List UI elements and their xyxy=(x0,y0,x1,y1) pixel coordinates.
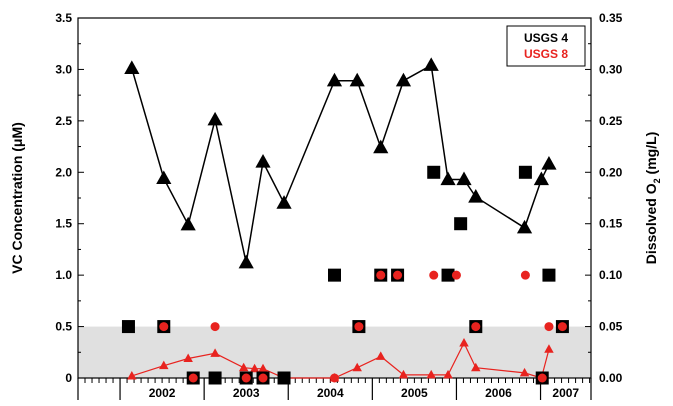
y-left-tick-label: 3.5 xyxy=(55,11,72,25)
circle-marker xyxy=(429,270,439,280)
y-left-tick-label: 3.0 xyxy=(55,62,72,76)
triangle-marker xyxy=(238,362,249,372)
triangle-marker xyxy=(210,348,220,357)
legend: USGS 4 USGS 8 xyxy=(506,25,586,67)
triangle-marker xyxy=(352,362,362,372)
y-right-tick-label: 0.35 xyxy=(599,11,623,25)
triangle-marker xyxy=(207,111,223,126)
triangle-marker xyxy=(349,72,365,87)
square-marker xyxy=(441,268,455,282)
y-right-tick-label: 0.10 xyxy=(599,268,623,282)
series-line xyxy=(131,64,550,263)
y-left-tick-label: 1.0 xyxy=(55,268,72,282)
circle-marker xyxy=(544,322,554,332)
triangle-marker xyxy=(440,171,456,186)
legend-entry: USGS 8 xyxy=(524,47,568,61)
y-right-tick-label: 0.05 xyxy=(599,320,623,334)
triangle-marker xyxy=(326,72,343,87)
triangle-marker xyxy=(258,363,268,373)
triangle-marker xyxy=(471,362,481,372)
plot-area xyxy=(78,18,591,378)
series-usgs-4 xyxy=(124,57,557,269)
triangle-marker xyxy=(516,219,533,234)
square-marker xyxy=(277,371,291,385)
triangle-marker xyxy=(459,338,469,347)
triangle-marker xyxy=(255,154,271,168)
legend-entry: USGS 4 xyxy=(524,31,568,45)
triangle-marker xyxy=(519,367,530,377)
y-left-tick-label: 0 xyxy=(65,371,72,385)
triangle-marker xyxy=(159,360,169,370)
triangle-marker xyxy=(533,171,549,186)
square-marker xyxy=(208,371,222,385)
triangle-marker xyxy=(468,188,484,203)
square-marker xyxy=(121,320,135,334)
circle-marker xyxy=(520,270,530,280)
y-right-tick-label: 0.15 xyxy=(599,217,623,231)
axes-layer: 0 0.5 1.0 1.5 2.0 2.5 3.0 3.5 0.00 0.05 0.10 0.15 0.… xyxy=(55,11,623,400)
y-right-title: Dissolved O2 (mg/L) xyxy=(643,132,662,265)
shaded-band xyxy=(78,326,591,378)
axis-titles: VC Concentration (μM) Dissolved O2 (mg/L) xyxy=(9,122,662,274)
triangle-marker xyxy=(541,156,557,170)
triangle-marker xyxy=(395,72,412,87)
circle-marker xyxy=(376,270,386,280)
triangle-marker xyxy=(373,139,389,154)
y-left-title: VC Concentration (μM) xyxy=(9,122,25,274)
circle-marker xyxy=(537,373,547,383)
triangle-marker xyxy=(156,170,172,185)
triangle-marker xyxy=(456,171,472,186)
triangle-marker xyxy=(124,60,140,74)
x-year-label: 2004 xyxy=(317,386,344,400)
triangle-marker xyxy=(423,57,439,71)
square-marker xyxy=(427,165,441,179)
circle-marker xyxy=(210,322,220,332)
triangle-marker xyxy=(180,216,196,231)
series-layer xyxy=(121,57,569,385)
x-year-label: 2003 xyxy=(233,386,260,400)
triangle-marker xyxy=(398,369,409,379)
shaded-band-layer xyxy=(78,326,591,378)
triangle-marker xyxy=(238,254,254,269)
triangle-marker xyxy=(426,369,436,379)
square-marker xyxy=(328,268,341,282)
circle-marker xyxy=(354,322,364,332)
y-right-tick-label: 0.20 xyxy=(599,165,623,179)
triangle-marker xyxy=(544,344,554,353)
triangle-marker xyxy=(276,195,292,209)
circle-marker xyxy=(393,270,403,280)
triangle-marker xyxy=(183,353,193,362)
x-year-label: 2007 xyxy=(552,386,579,400)
square-marker xyxy=(542,268,556,282)
triangle-marker xyxy=(376,351,386,360)
y-right-tick-label: 0.00 xyxy=(599,371,623,385)
x-year-label: 2005 xyxy=(401,386,428,400)
triangle-marker xyxy=(443,369,453,379)
triangle-marker xyxy=(127,370,137,380)
y-left-tick-label: 0.5 xyxy=(55,320,72,334)
plot-background xyxy=(78,18,591,378)
circle-marker xyxy=(451,270,461,280)
circle-marker xyxy=(330,373,339,383)
y-right-tick-label: 0.25 xyxy=(599,114,623,128)
legend-box xyxy=(506,25,586,67)
triangle-marker xyxy=(249,363,260,373)
circle-marker xyxy=(159,322,169,332)
y-left-tick-label: 2.0 xyxy=(55,165,72,179)
y-right-tick-label: 0.30 xyxy=(599,62,623,76)
circle-marker xyxy=(241,373,251,383)
series-usgs-8-vc xyxy=(159,270,567,383)
x-year-label: 2006 xyxy=(485,386,512,400)
y-left-tick-label: 2.5 xyxy=(55,114,72,128)
circle-marker xyxy=(557,322,567,332)
circle-marker xyxy=(188,373,198,383)
square-marker xyxy=(454,217,468,231)
y-left-tick-label: 1.5 xyxy=(55,217,72,231)
square-marker xyxy=(518,165,532,179)
circle-marker xyxy=(471,322,481,332)
x-year-label: 2002 xyxy=(149,386,176,400)
circle-marker xyxy=(258,373,268,383)
